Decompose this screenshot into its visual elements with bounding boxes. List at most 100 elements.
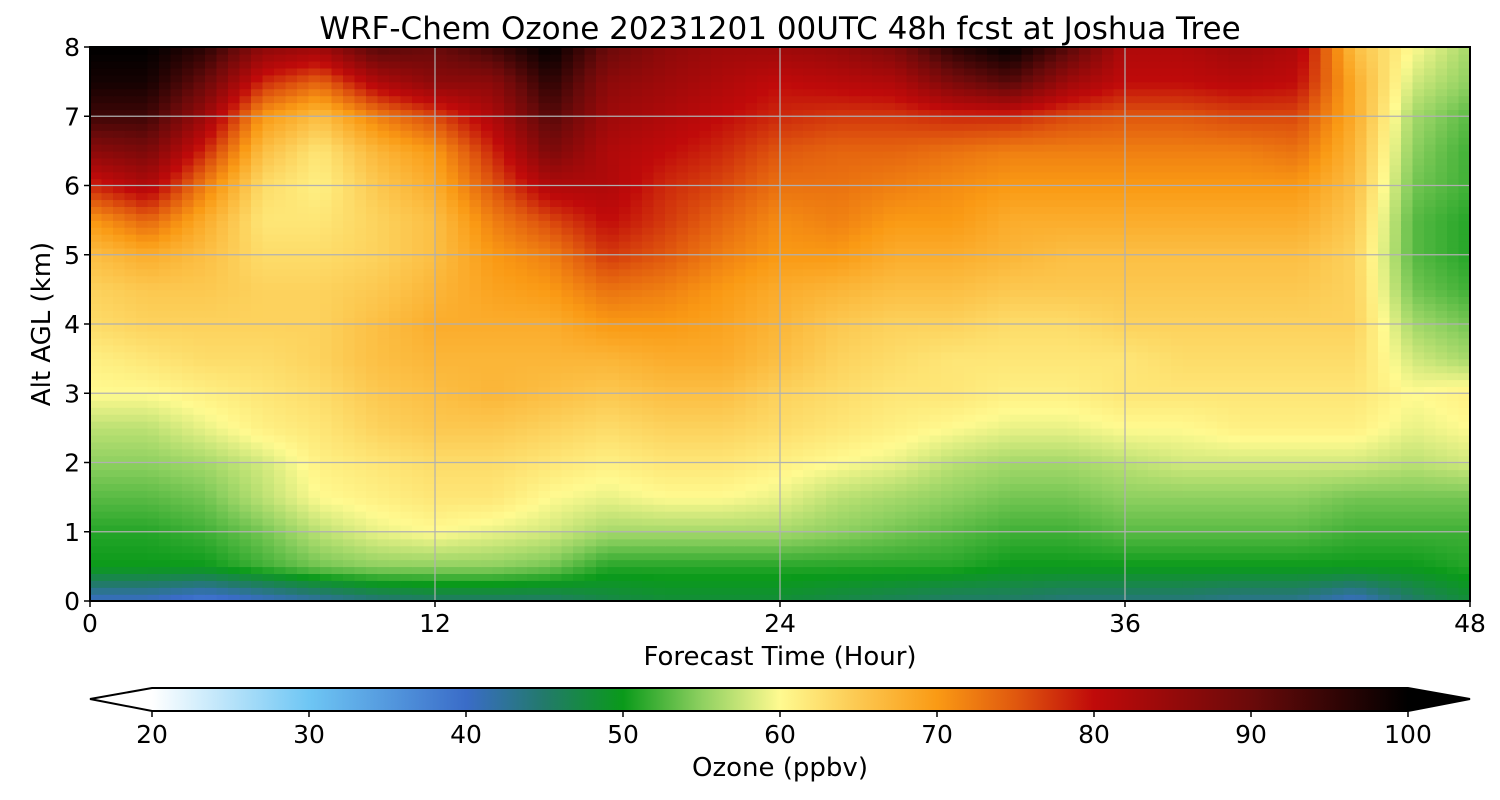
heatmap-cell — [216, 358, 229, 367]
heatmap-cell — [481, 594, 494, 601]
heatmap-cell — [308, 448, 321, 457]
heatmap-cell — [1090, 379, 1103, 388]
heatmap-cell — [826, 566, 839, 574]
heatmap-cell — [1366, 490, 1379, 498]
heatmap-cell — [699, 587, 712, 595]
heatmap-cell — [331, 407, 344, 415]
heatmap-cell — [216, 365, 229, 374]
heatmap-cell — [1378, 427, 1391, 436]
heatmap-cell — [446, 531, 459, 540]
heatmap-cell — [147, 483, 160, 491]
heatmap-cell — [711, 379, 724, 388]
heatmap-cell — [987, 330, 1000, 339]
heatmap-cell — [412, 538, 425, 547]
heatmap-cell — [711, 469, 724, 478]
heatmap-cell — [1148, 476, 1161, 484]
heatmap-cell — [918, 510, 931, 519]
heatmap-cell — [918, 573, 931, 581]
heatmap-cell — [527, 448, 540, 457]
heatmap-cell — [780, 469, 793, 478]
heatmap-cell — [906, 483, 919, 491]
heatmap-cell — [1424, 594, 1437, 601]
heatmap-cell — [366, 448, 379, 457]
heatmap-cell — [1021, 469, 1034, 478]
heatmap-cell — [504, 580, 517, 588]
heatmap-cell — [515, 330, 528, 339]
heatmap-cell — [837, 573, 850, 581]
heatmap-cell — [1297, 337, 1310, 346]
heatmap-cell — [1309, 393, 1322, 401]
heatmap-cell — [1297, 469, 1310, 478]
heatmap-cell — [757, 469, 770, 478]
heatmap-cell — [343, 594, 356, 601]
heatmap-cell — [113, 420, 126, 429]
heatmap-cell — [929, 566, 942, 574]
heatmap-cell — [423, 545, 436, 554]
heatmap-cell — [239, 414, 252, 422]
heatmap-cell — [987, 427, 1000, 436]
heatmap-cell — [1366, 531, 1379, 540]
heatmap-cell — [1171, 469, 1184, 478]
heatmap-cell — [331, 365, 344, 374]
heatmap-cell — [1251, 365, 1264, 374]
heatmap-cell — [527, 441, 540, 450]
heatmap-cell — [998, 365, 1011, 374]
heatmap-cell — [1194, 587, 1207, 595]
heatmap-cell — [1125, 379, 1138, 388]
heatmap-cell — [1148, 538, 1161, 547]
heatmap-cell — [343, 545, 356, 554]
heatmap-cell — [711, 330, 724, 339]
heatmap-cell — [895, 462, 908, 471]
heatmap-cell — [1320, 330, 1333, 339]
heatmap-cell — [561, 476, 574, 484]
heatmap-cell — [1240, 400, 1253, 408]
heatmap-cell — [803, 469, 816, 478]
heatmap-cell — [124, 469, 137, 478]
heatmap-cell — [1228, 462, 1241, 471]
heatmap-cell — [1217, 545, 1230, 554]
heatmap-cell — [803, 531, 816, 540]
heatmap-cell — [1401, 407, 1414, 415]
heatmap-cell — [1297, 552, 1310, 561]
heatmap-cell — [722, 573, 735, 581]
heatmap-cell — [400, 434, 413, 443]
heatmap-cell — [1251, 372, 1264, 381]
heatmap-cell — [998, 510, 1011, 519]
heatmap-cell — [665, 358, 678, 367]
heatmap-cell — [1447, 434, 1460, 443]
heatmap-cell — [1458, 344, 1470, 353]
heatmap-cell — [1263, 497, 1276, 505]
heatmap-cell — [262, 469, 275, 478]
heatmap-cell — [630, 358, 643, 367]
heatmap-cell — [1274, 483, 1287, 491]
heatmap-cell — [1079, 476, 1092, 484]
heatmap-cell — [435, 455, 448, 464]
heatmap-cell — [1366, 400, 1379, 408]
heatmap-cell — [941, 379, 954, 388]
heatmap-cell — [193, 476, 206, 484]
heatmap-cell — [734, 351, 747, 360]
heatmap-cell — [389, 455, 402, 464]
heatmap-cell — [1320, 455, 1333, 464]
heatmap-cell — [1251, 330, 1264, 339]
heatmap-cell — [814, 497, 827, 505]
heatmap-cell — [1079, 324, 1092, 332]
heatmap-cell — [458, 358, 471, 367]
heatmap-cell — [1067, 434, 1080, 443]
heatmap-cell — [285, 469, 298, 478]
heatmap-cell — [101, 427, 114, 436]
heatmap-cell — [285, 351, 298, 360]
heatmap-cell — [630, 524, 643, 533]
heatmap-cell — [113, 358, 126, 367]
heatmap-cell — [619, 538, 632, 547]
heatmap-cell — [1251, 462, 1264, 471]
heatmap-cell — [1171, 476, 1184, 484]
heatmap-cell — [1228, 573, 1241, 581]
heatmap-cell — [826, 344, 839, 353]
heatmap-cell — [584, 379, 597, 388]
heatmap-cell — [630, 455, 643, 464]
heatmap-cell — [722, 393, 735, 401]
heatmap-cell — [1056, 580, 1069, 588]
heatmap-cell — [1366, 462, 1379, 471]
heatmap-cell — [262, 386, 275, 394]
